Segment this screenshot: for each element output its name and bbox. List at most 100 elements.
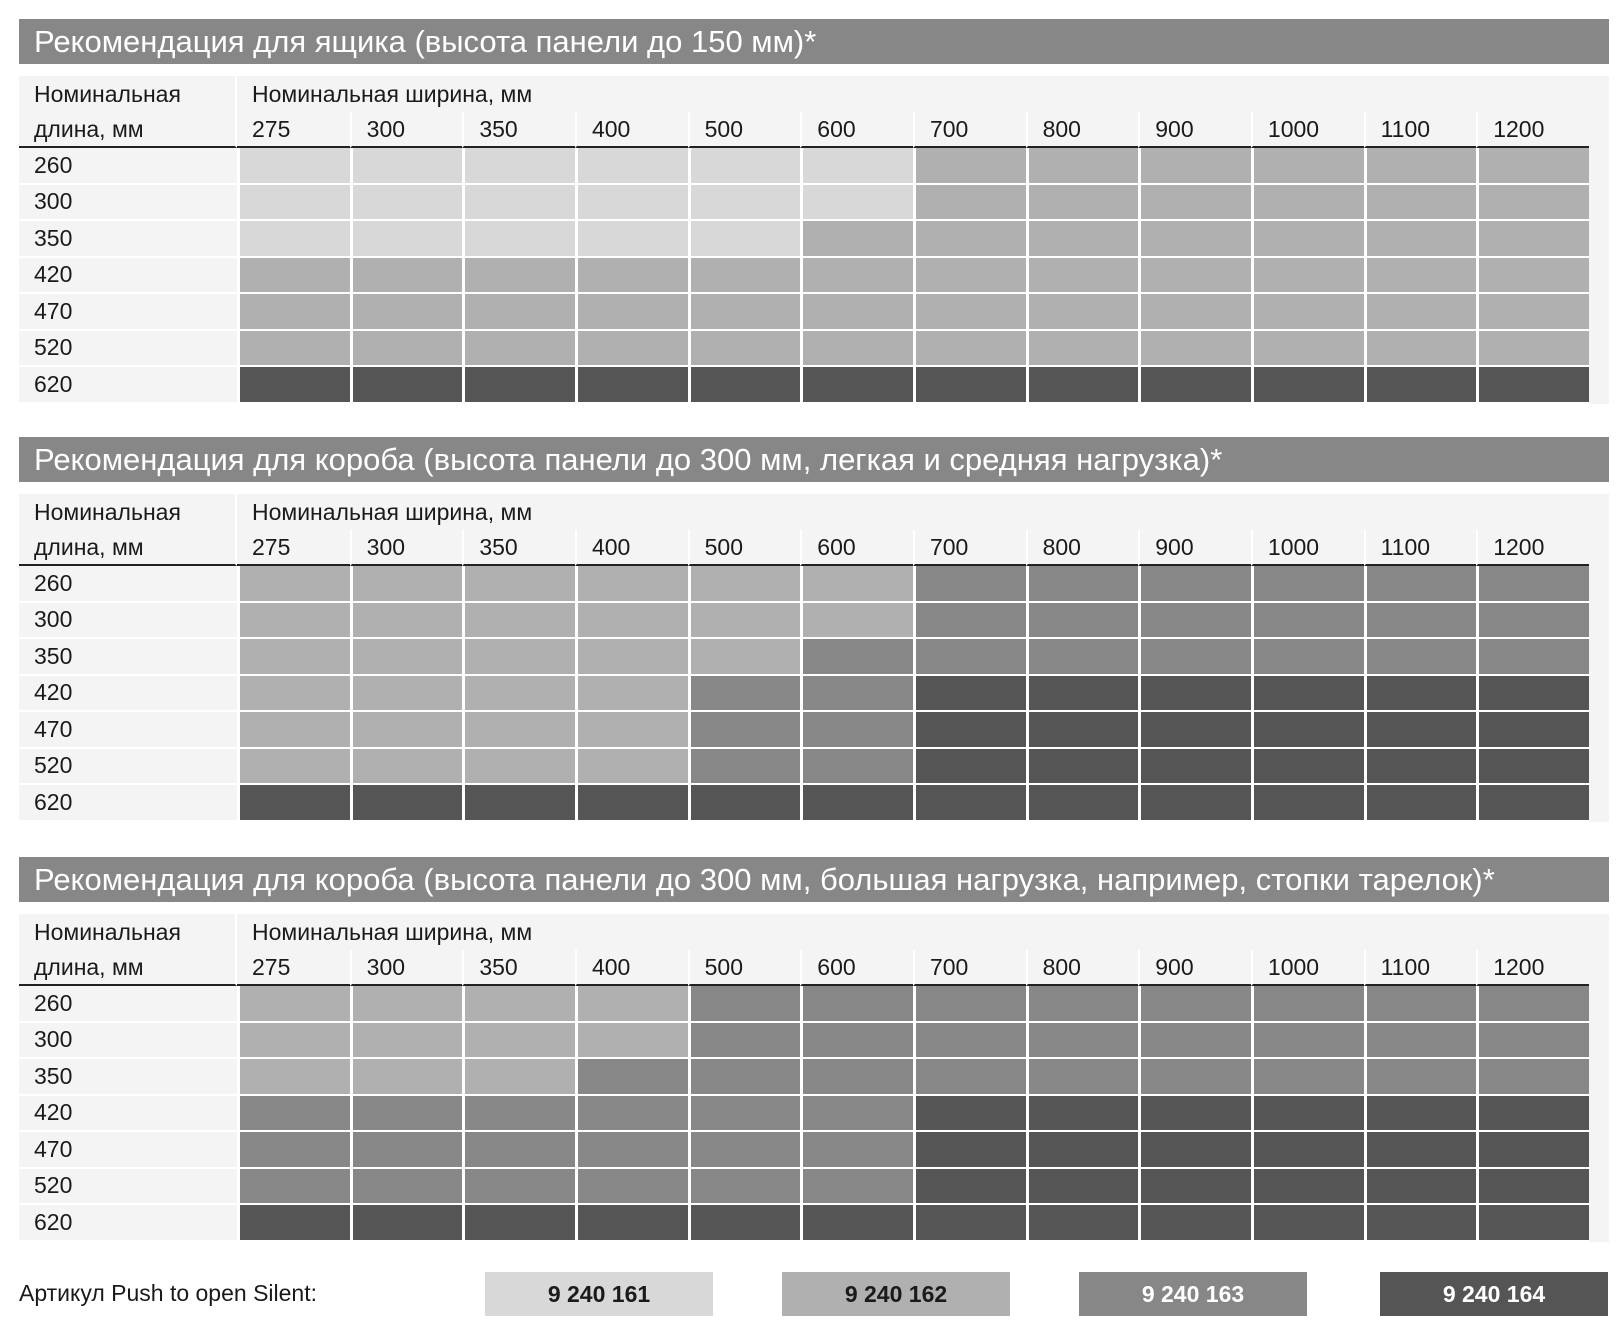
recommendation-cell <box>1476 1022 1589 1059</box>
recommendation-cell <box>1025 294 1139 331</box>
recommendation-cell <box>1138 785 1251 822</box>
width-header-cell: 350 <box>462 950 575 986</box>
recommendation-cell <box>1138 1205 1251 1242</box>
recommendation-cell <box>1025 1059 1139 1096</box>
recommendation-cell <box>349 986 463 1023</box>
width-header-cell: 350 <box>462 112 575 148</box>
recommendation-cell <box>687 1095 801 1132</box>
recommendation-cell <box>349 1022 463 1059</box>
recommendation-cell <box>800 748 913 785</box>
recommendation-cell <box>349 712 463 749</box>
recommendation-cell <box>1025 712 1139 749</box>
recommendation-cell <box>1025 367 1139 404</box>
recommendation-cell <box>349 1205 463 1242</box>
recommendation-cell <box>574 566 688 603</box>
width-header-cell: 275 <box>237 530 350 566</box>
recommendation-cell <box>349 294 463 331</box>
recommendation-cell <box>1025 1132 1139 1169</box>
recommendation-cell <box>687 1168 801 1205</box>
recommendation-cell <box>1476 785 1589 822</box>
recommendation-cell <box>912 257 1026 294</box>
recommendation-cell <box>1250 986 1364 1023</box>
recommendation-cell <box>800 1095 913 1132</box>
recommendation-cell <box>800 257 913 294</box>
recommendation-cell <box>237 330 350 367</box>
recommendation-cell <box>237 785 350 822</box>
width-header-cell: 1100 <box>1363 112 1477 148</box>
recommendation-cell <box>462 639 575 676</box>
width-axis-label: Номинальная ширина, мм <box>252 498 533 525</box>
recommendation-cell <box>237 566 350 603</box>
recommendation-cell <box>1025 566 1139 603</box>
article-code-2: 9 240 162 <box>782 1272 1010 1316</box>
recommendation-cell <box>800 566 913 603</box>
recommendation-grid: Номинальная длина, мм Номинальная ширина, … <box>19 494 1609 822</box>
row-axis-label-bottom: длина, мм <box>19 112 237 148</box>
width-header-cell: 400 <box>574 950 688 986</box>
recommendation-cell <box>687 712 801 749</box>
recommendation-cell <box>1250 602 1364 639</box>
recommendation-cell <box>237 367 350 404</box>
width-header-cell: 1100 <box>1363 950 1477 986</box>
article-legend: Артикул Push to open Silent: 9 240 161 9… <box>19 1269 1609 1317</box>
recommendation-cell <box>1476 675 1589 712</box>
recommendation-cell <box>1250 1059 1364 1096</box>
recommendation-cell <box>349 566 463 603</box>
recommendation-cell <box>1250 712 1364 749</box>
recommendation-cell <box>912 602 1026 639</box>
width-header-cell: 500 <box>687 950 801 986</box>
recommendation-cell <box>800 639 913 676</box>
width-header-cell: 800 <box>1025 530 1139 566</box>
recommendation-cell <box>237 148 350 185</box>
recommendation-cell <box>687 675 801 712</box>
recommendation-cell <box>1250 785 1364 822</box>
width-header-cell: 600 <box>800 112 913 148</box>
recommendation-cell <box>687 184 801 221</box>
recommendation-cell <box>574 367 688 404</box>
recommendation-cell <box>912 785 1026 822</box>
length-row-label: 300 <box>19 603 237 639</box>
recommendation-cell <box>800 712 913 749</box>
recommendation-cell <box>687 1132 801 1169</box>
recommendation-grid: Номинальная длина, мм Номинальная ширина, … <box>19 76 1609 404</box>
recommendation-cell <box>349 1095 463 1132</box>
recommendation-cell <box>574 1132 688 1169</box>
length-row-label: 470 <box>19 712 237 749</box>
width-header-cell: 1200 <box>1476 530 1589 566</box>
recommendation-cell <box>687 1205 801 1242</box>
recommendation-cell <box>1363 712 1477 749</box>
table-section-drawer: Рекомендация для ящика (высота панели до… <box>19 19 1609 404</box>
length-row-label: 420 <box>19 258 237 294</box>
recommendation-cell <box>912 639 1026 676</box>
width-header-cell: 1000 <box>1250 112 1364 148</box>
recommendation-cell <box>574 602 688 639</box>
recommendation-cell <box>1476 1132 1589 1169</box>
recommendation-cell <box>574 986 688 1023</box>
recommendation-cell <box>1363 566 1477 603</box>
recommendation-cell <box>1138 257 1251 294</box>
width-header-cell: 500 <box>687 530 801 566</box>
length-row-label: 620 <box>19 785 237 822</box>
recommendation-cell <box>462 1059 575 1096</box>
recommendation-cell <box>462 1095 575 1132</box>
recommendation-cell <box>462 748 575 785</box>
recommendation-cell <box>237 1022 350 1059</box>
recommendation-cell <box>237 184 350 221</box>
recommendation-cell <box>237 1168 350 1205</box>
row-axis-label-top: Номинальная <box>19 494 237 530</box>
recommendation-cell <box>1138 1168 1251 1205</box>
recommendation-cell <box>687 566 801 603</box>
recommendation-cell <box>1138 1132 1251 1169</box>
recommendation-cell <box>1138 1095 1251 1132</box>
recommendation-cell <box>1363 330 1477 367</box>
recommendation-cell <box>1025 785 1139 822</box>
recommendation-cell <box>1025 675 1139 712</box>
recommendation-cell <box>349 785 463 822</box>
width-header-cell: 700 <box>912 530 1026 566</box>
recommendation-cell <box>912 748 1026 785</box>
width-header-cell: 600 <box>800 950 913 986</box>
recommendation-cell <box>800 602 913 639</box>
recommendation-cell <box>1363 184 1477 221</box>
width-header-cell: 1100 <box>1363 530 1477 566</box>
recommendation-cell <box>912 1059 1026 1096</box>
